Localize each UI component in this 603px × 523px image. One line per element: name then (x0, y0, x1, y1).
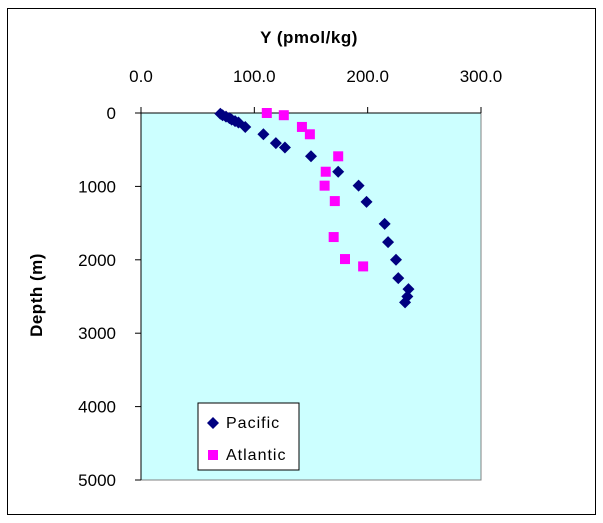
x-tick-label: 200.0 (346, 67, 389, 86)
pacific-point (378, 217, 391, 230)
y-tick-label: 0 (107, 104, 116, 123)
x-tick-label: 100.0 (233, 67, 276, 86)
plot-area (140, 112, 482, 481)
atlantic-point (328, 232, 339, 243)
legend-items: Pacific Atlantic (207, 415, 286, 464)
legend: Pacific Atlantic (197, 402, 300, 471)
pacific-point (332, 165, 345, 178)
atlantic-legend-label: Atlantic (226, 447, 286, 464)
atlantic-point (320, 166, 331, 177)
pacific-point (352, 179, 365, 192)
pacific-legend-label: Pacific (226, 415, 280, 432)
x-tick-label: 300.0 (460, 67, 503, 86)
pacific-point (390, 253, 402, 266)
pacific-point (382, 236, 395, 249)
y-tick-label: 1000 (78, 177, 116, 196)
axes (135, 107, 482, 481)
pacific-point (269, 137, 282, 150)
y-tick-label: 2000 (78, 251, 116, 270)
y-tick-label: 3000 (78, 324, 116, 343)
atlantic-point (278, 110, 289, 121)
atlantic-point (329, 196, 340, 207)
atlantic-point (358, 261, 369, 272)
data-points (214, 107, 415, 309)
atlantic-legend-marker (208, 450, 218, 460)
pacific-point (239, 120, 252, 133)
x-tick-label: 0.0 (129, 67, 153, 86)
atlantic-point (333, 151, 344, 162)
atlantic-point (261, 108, 272, 118)
pacific-point (305, 150, 317, 163)
pacific-point (232, 116, 245, 129)
pacific-legend-marker (207, 417, 219, 429)
atlantic-point (319, 180, 330, 191)
x-axis-title: Y (pmol/kg) (260, 28, 358, 47)
y-tick-labels: 0 1000 2000 3000 4000 5000 (78, 104, 116, 490)
pacific-point (402, 283, 415, 296)
atlantic-point (340, 254, 350, 265)
atlantic-point (304, 129, 315, 140)
pacific-point (399, 296, 412, 309)
y-tick-label: 5000 (78, 471, 116, 490)
pacific-point (360, 195, 373, 208)
pacific-point (278, 141, 291, 154)
pacific-point (257, 128, 270, 141)
y-tick-label: 4000 (78, 398, 116, 417)
y-axis-title: Depth (m) (27, 253, 46, 337)
pacific-point (392, 272, 405, 285)
x-tick-labels: 0.0 100.0 200.0 300.0 (129, 67, 502, 86)
atlantic-point (296, 121, 307, 132)
